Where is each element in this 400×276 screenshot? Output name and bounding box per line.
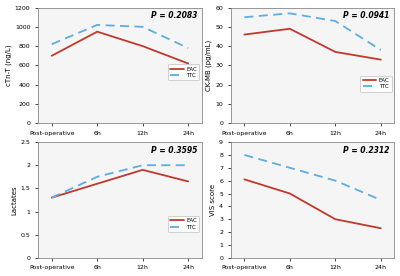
EAC <box>186 62 190 65</box>
Y-axis label: CK-MB (pg/mL): CK-MB (pg/mL) <box>206 40 212 91</box>
Y-axis label: VIS score: VIS score <box>210 184 216 216</box>
Legend: EAC, TTC: EAC, TTC <box>168 216 199 232</box>
TTC <box>49 196 54 199</box>
TTC <box>140 25 145 28</box>
TTC <box>333 179 338 182</box>
EAC <box>333 50 338 54</box>
TTC <box>95 23 100 26</box>
EAC <box>242 178 247 181</box>
EAC <box>49 196 54 199</box>
EAC <box>140 168 145 171</box>
EAC <box>140 44 145 48</box>
TTC <box>333 19 338 23</box>
Text: P = 0.3595: P = 0.3595 <box>150 145 197 155</box>
EAC <box>288 192 292 195</box>
Y-axis label: Lactates: Lactates <box>12 185 18 215</box>
TTC <box>288 166 292 169</box>
Line: TTC: TTC <box>52 25 188 48</box>
EAC <box>378 227 383 230</box>
Text: P = 0.0941: P = 0.0941 <box>343 11 390 20</box>
Line: TTC: TTC <box>244 155 381 200</box>
Y-axis label: cTn-T (ng/L): cTn-T (ng/L) <box>6 45 12 86</box>
EAC <box>95 30 100 33</box>
TTC <box>186 164 190 167</box>
EAC <box>378 58 383 61</box>
TTC <box>140 164 145 167</box>
Text: P = 0.2312: P = 0.2312 <box>343 145 390 155</box>
Line: EAC: EAC <box>52 170 188 198</box>
EAC <box>95 182 100 185</box>
Line: EAC: EAC <box>52 32 188 63</box>
Text: P = 0.2083: P = 0.2083 <box>150 11 197 20</box>
TTC <box>242 15 247 19</box>
EAC <box>49 54 54 57</box>
TTC <box>378 198 383 201</box>
TTC <box>288 12 292 15</box>
TTC <box>49 43 54 46</box>
EAC <box>242 33 247 36</box>
Line: EAC: EAC <box>244 179 381 228</box>
TTC <box>186 46 190 50</box>
Legend: EAC, TTC: EAC, TTC <box>168 64 199 80</box>
Legend: EAC, TTC: EAC, TTC <box>360 76 392 92</box>
TTC <box>95 175 100 179</box>
TTC <box>242 153 247 156</box>
EAC <box>186 180 190 183</box>
TTC <box>378 48 383 52</box>
Line: TTC: TTC <box>52 165 188 198</box>
EAC <box>288 27 292 30</box>
EAC <box>333 217 338 221</box>
Line: TTC: TTC <box>244 13 381 50</box>
Line: EAC: EAC <box>244 29 381 60</box>
